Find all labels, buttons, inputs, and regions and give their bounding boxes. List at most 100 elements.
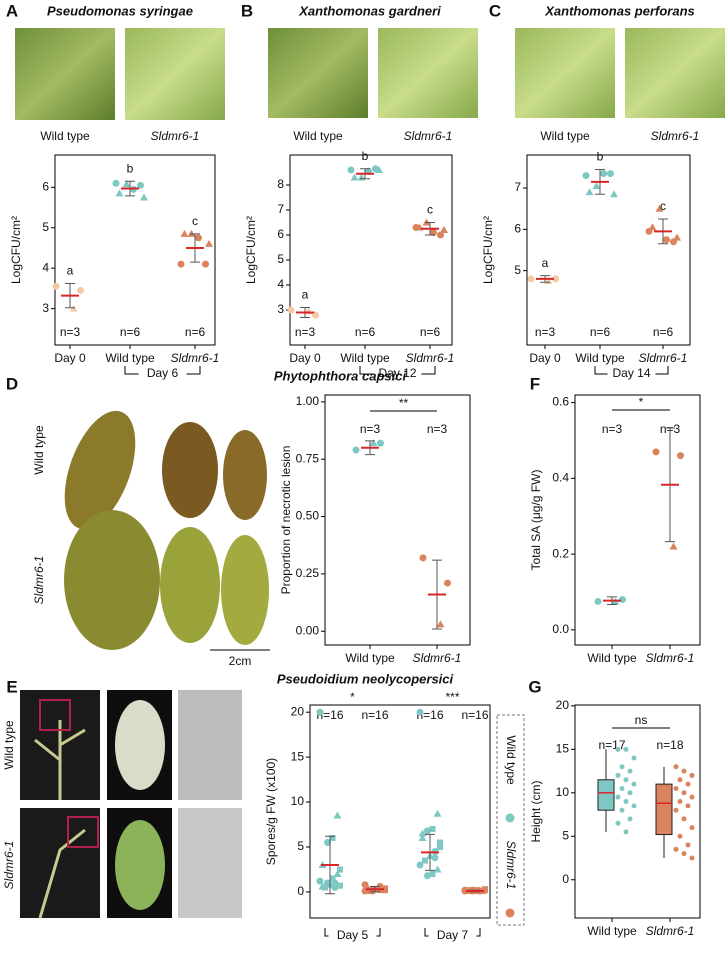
plot-frame: [309, 704, 491, 919]
bracket-label: Day 7: [437, 928, 469, 942]
data-point: [585, 188, 594, 196]
y-axis-label: LogCFU/cm²: [481, 216, 495, 284]
y-axis-label: LogCFU/cm²: [244, 216, 258, 284]
data-point: [615, 772, 621, 778]
y-tick-label: 0: [562, 872, 569, 886]
y-tick-label: 0.2: [552, 546, 569, 560]
legend-marker: [505, 908, 515, 918]
data-point: [527, 275, 535, 283]
data-point: [333, 869, 342, 877]
data-point: [52, 282, 60, 290]
y-tick-label: 0.25: [296, 566, 320, 580]
data-point: [337, 866, 343, 873]
y-tick-label: 15: [556, 742, 570, 756]
y-tick-label: 5: [297, 839, 304, 853]
data-point: [433, 809, 442, 817]
data-point: [195, 234, 202, 242]
data-point: [424, 872, 431, 880]
n-label: n=17: [598, 738, 625, 752]
data-point: [112, 179, 120, 187]
photos: [15, 28, 725, 926]
y-tick-label: 5: [562, 828, 569, 842]
y-axis-label: LogCFU/cm²: [9, 216, 23, 284]
n-label: n=3: [535, 325, 556, 339]
x-tick-label: Wild type: [575, 351, 625, 365]
data-point: [177, 260, 185, 268]
photo-label: Sldmr6-1: [651, 129, 700, 143]
data-point: [437, 844, 443, 850]
data-point: [652, 448, 660, 456]
bracket-label: Day 5: [337, 928, 369, 942]
panel-label: A: [6, 1, 18, 20]
y-tick-label: 0.4: [552, 471, 569, 485]
photo-label: Wild type: [32, 425, 46, 475]
data-point: [673, 764, 679, 770]
group-letter: b: [127, 161, 134, 175]
data-point: [377, 439, 384, 447]
plot-frame: [526, 154, 691, 346]
data-point: [619, 596, 626, 604]
y-tick-label: 0.6: [552, 395, 569, 409]
data-point: [627, 790, 633, 796]
data-point: [623, 777, 629, 783]
data-point: [347, 166, 355, 174]
data-point: [140, 193, 148, 201]
significance-label: ***: [445, 690, 459, 704]
data-point: [324, 839, 331, 847]
n-label: n=18: [656, 738, 683, 752]
data-point: [424, 827, 431, 835]
panel-title: Xanthomonas perforans: [544, 3, 695, 18]
data-point: [329, 835, 336, 842]
y-tick-label: 15: [291, 749, 305, 763]
y-tick-label: 0.0: [552, 622, 569, 636]
data-point: [77, 286, 84, 294]
data-point: [631, 781, 637, 787]
x-tick-label: Sldmr6-1: [413, 651, 462, 665]
significance-label: *: [350, 690, 355, 704]
data-point: [607, 170, 614, 178]
y-tick-label: 10: [291, 794, 305, 808]
data-point: [369, 439, 378, 447]
data-point: [627, 816, 633, 822]
data-point: [673, 785, 679, 791]
y-tick-label: 10: [556, 785, 570, 799]
data-point: [431, 854, 439, 862]
n-label: n=6: [355, 325, 376, 339]
n-label: n=3: [602, 422, 623, 436]
group-letter: c: [660, 199, 666, 213]
bracket: [594, 366, 669, 375]
data-point: [623, 829, 629, 835]
group-letter: b: [597, 150, 604, 164]
bracket: [424, 928, 481, 937]
data-point: [669, 542, 678, 550]
group-letter: c: [427, 203, 433, 217]
data-point: [416, 861, 424, 869]
data-point: [430, 229, 437, 236]
x-tick-label: Sldmr6-1: [406, 351, 455, 365]
data-point: [324, 879, 331, 887]
n-label: n=3: [427, 422, 448, 436]
data-point: [352, 446, 360, 454]
y-tick-label: 20: [291, 704, 305, 718]
n-label: n=6: [185, 325, 206, 339]
plot-frame: [574, 394, 701, 646]
data-point: [382, 887, 388, 894]
data-point: [673, 233, 681, 241]
data-point: [436, 620, 445, 628]
panel-label: B: [241, 1, 253, 20]
panel-title: Pseudoidium neolycopersici: [277, 671, 454, 686]
data-point: [631, 755, 637, 761]
panel-title: Xanthomonas gardneri: [298, 3, 441, 18]
group-letter: a: [542, 256, 549, 270]
legend-label: Sldmr6-1: [504, 841, 518, 890]
y-axis-label: Height (cm): [529, 780, 543, 842]
photo-label: Wild type: [293, 129, 343, 143]
data-point: [429, 826, 436, 833]
data-point: [287, 306, 295, 314]
panel-label: E: [6, 677, 17, 696]
data-point: [685, 781, 691, 787]
data-point: [337, 882, 343, 889]
plot-frame: [54, 154, 216, 346]
photo-label: Wild type: [540, 129, 590, 143]
group-letter: c: [192, 214, 198, 228]
